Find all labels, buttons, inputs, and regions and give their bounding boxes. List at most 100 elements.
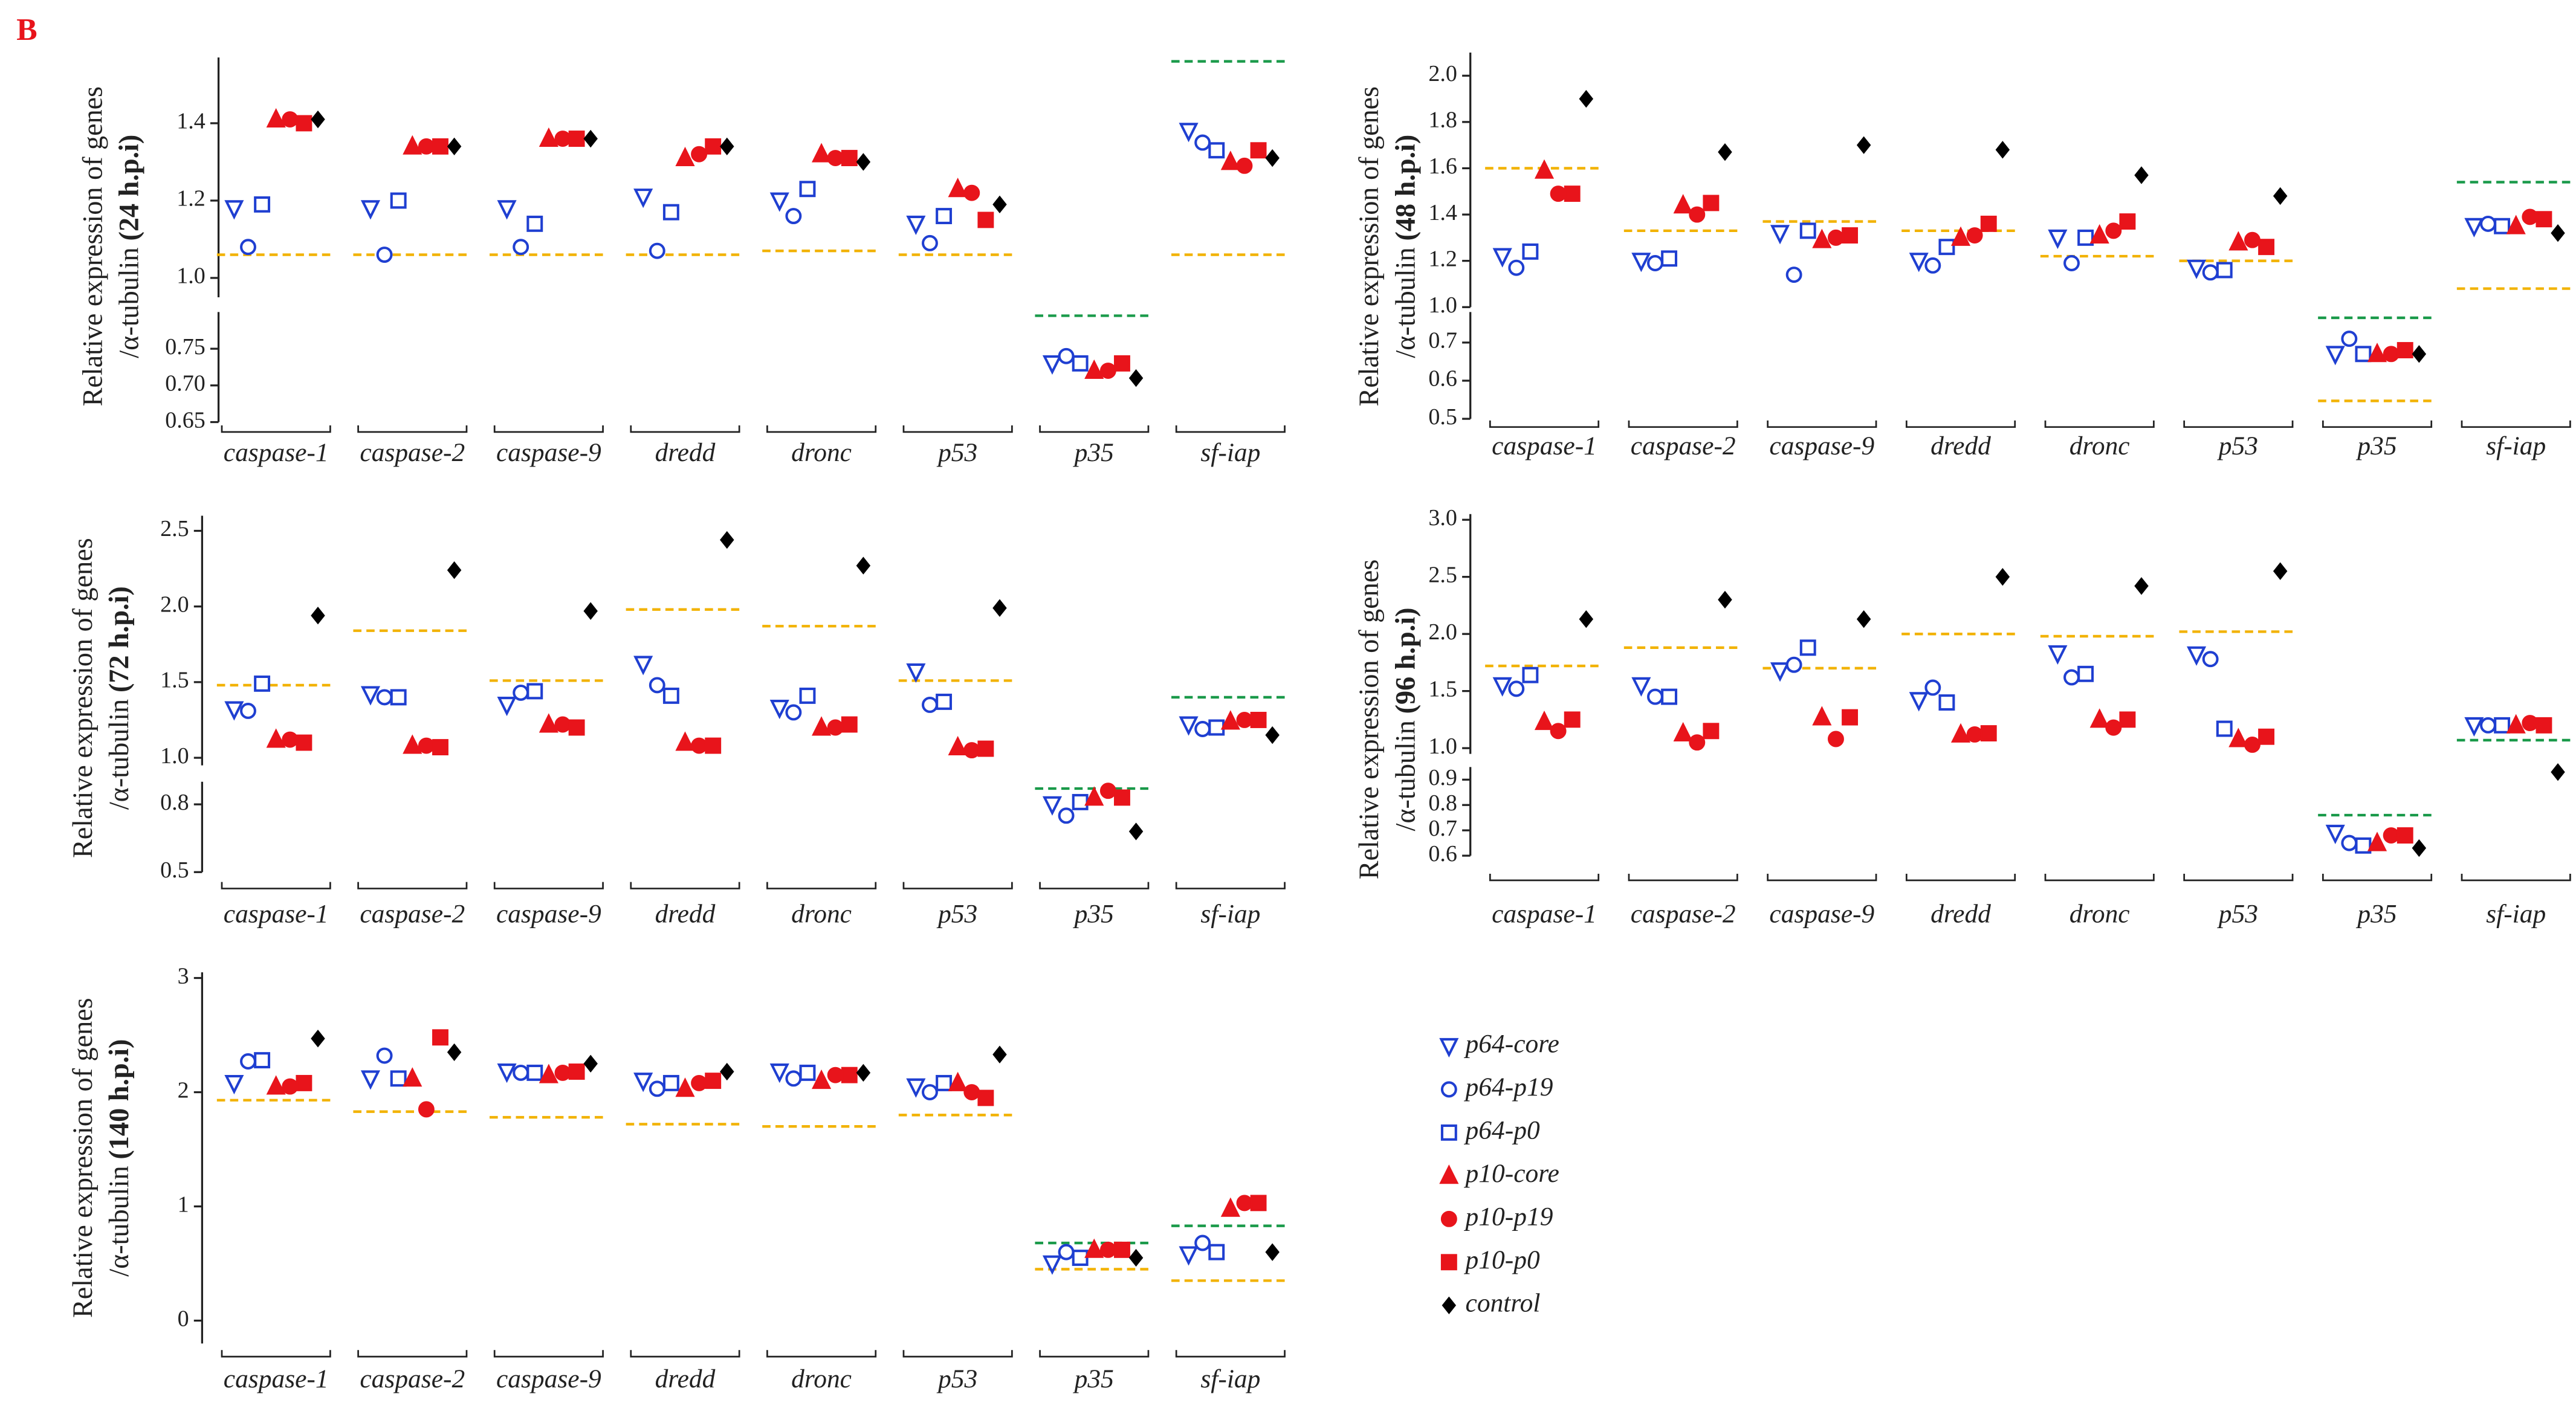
y-axis-label-time: (140 h.p.i)	[103, 1039, 134, 1160]
y-axis-label-time: (48 h.p.i)	[1390, 135, 1420, 241]
category-bracket	[1175, 1350, 1286, 1358]
x-tick-label: sf-iap	[2486, 900, 2546, 929]
marker	[390, 689, 407, 706]
marker	[1114, 789, 1130, 806]
y-tick-label: 3	[178, 963, 189, 989]
y-axis-label: /α-tubulin (140 h.p.i)	[103, 1039, 134, 1277]
x-tick-label: caspase-1	[1492, 431, 1597, 460]
marker	[1980, 725, 1997, 742]
marker	[1673, 194, 1693, 214]
marker	[513, 239, 529, 256]
marker	[1208, 1244, 1225, 1260]
x-tick-label: caspase-9	[1769, 431, 1874, 460]
x-tick-label: dronc	[2070, 900, 2130, 929]
category-bracket	[766, 882, 877, 889]
marker	[2244, 736, 2260, 753]
marker	[2412, 839, 2427, 857]
y-axis-label: /α-tubulin (72 h.p.i)	[103, 586, 134, 810]
marker	[799, 687, 816, 704]
marker	[583, 602, 598, 620]
y-tick-label: 3.0	[1428, 505, 1457, 531]
marker	[1938, 694, 1955, 711]
marker	[1785, 656, 1802, 673]
marker	[720, 531, 734, 549]
marker	[1220, 710, 1240, 730]
marker	[2551, 224, 2565, 242]
marker	[1042, 1255, 1063, 1275]
marker	[992, 195, 1007, 214]
marker	[583, 129, 598, 148]
marker	[1966, 227, 1983, 244]
marker	[1265, 726, 1280, 744]
x-tick-label: caspase-1	[224, 900, 329, 929]
x-tick-label: caspase-9	[496, 900, 601, 929]
marker	[1114, 1241, 1130, 1258]
category-bracket	[902, 425, 1013, 433]
marker	[1812, 228, 1832, 248]
marker	[785, 208, 802, 225]
x-tick-label: dronc	[791, 1364, 852, 1393]
category-bracket	[1628, 873, 1738, 882]
y-tick-label: 1.0	[1428, 292, 1457, 318]
y-tick-label: 2.0	[1428, 61, 1457, 86]
legend: p64-core p64-p19 p64-p0 p10-core p10-p19 p10-…	[1439, 1029, 1559, 1317]
marker	[1208, 142, 1225, 159]
marker	[662, 204, 679, 221]
marker	[1072, 355, 1089, 372]
marker	[2536, 717, 2552, 734]
marker	[1689, 206, 1706, 223]
marker	[1099, 363, 1116, 379]
x-tick-label: caspase-2	[360, 900, 465, 929]
marker	[1250, 1195, 1267, 1212]
marker	[769, 699, 789, 720]
marker	[1579, 610, 1594, 628]
marker	[1564, 711, 1581, 728]
marker	[649, 1080, 665, 1097]
y-axis-label: Relative expression of genes	[77, 86, 108, 407]
marker	[554, 716, 571, 733]
marker	[649, 677, 665, 694]
marker	[948, 178, 968, 198]
marker	[1550, 723, 1567, 740]
marker	[2216, 720, 2233, 737]
marker	[1492, 248, 1512, 268]
panel: 0 1 2 3 Relative expression of genes/α-tubul…	[67, 963, 1290, 1393]
marker	[977, 740, 994, 757]
y-tick-label: 0.6	[1428, 366, 1457, 392]
marker	[254, 675, 271, 692]
marker	[1194, 1234, 1211, 1251]
marker	[296, 115, 312, 132]
marker	[856, 1063, 871, 1082]
marker	[360, 1070, 381, 1090]
marker	[360, 200, 381, 220]
x-tick-label: p53	[936, 438, 977, 467]
marker	[1703, 723, 1720, 740]
y-tick-label: 0.9	[1428, 765, 1457, 790]
category-bracket	[2183, 420, 2294, 428]
marker	[1128, 822, 1144, 841]
x-tick-label: p53	[2217, 900, 2258, 929]
marker	[936, 208, 953, 225]
x-tick-label: dronc	[2070, 431, 2130, 460]
marker	[403, 1067, 422, 1087]
marker	[418, 1101, 435, 1118]
marker	[1995, 567, 2010, 586]
legend-label: p10-core	[1464, 1159, 1559, 1188]
marker	[526, 215, 543, 232]
category-bracket	[1767, 873, 1877, 882]
marker	[282, 1078, 299, 1095]
marker	[2355, 346, 2372, 363]
marker	[1250, 142, 1267, 159]
marker	[2494, 717, 2511, 734]
marker	[513, 1064, 529, 1081]
marker	[1042, 796, 1063, 816]
marker	[812, 1069, 832, 1089]
marker	[1647, 688, 1663, 705]
marker	[2258, 728, 2275, 745]
marker	[2480, 215, 2496, 232]
y-axis-label: Relative expression of genes	[67, 538, 98, 858]
marker	[2355, 837, 2372, 854]
category-bracket	[1905, 873, 2016, 882]
marker	[2134, 166, 2149, 184]
legend-marker	[1440, 1210, 1457, 1227]
